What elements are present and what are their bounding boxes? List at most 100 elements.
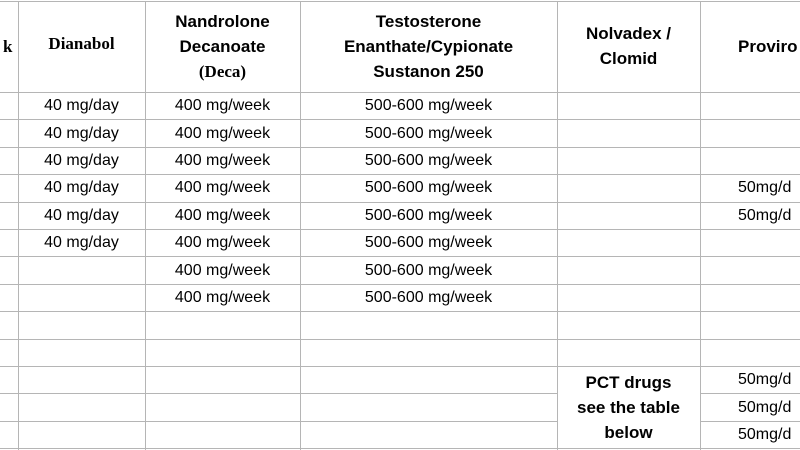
grid-line [300,339,557,340]
grid-line [300,393,557,394]
data-cell: 400 mg/week [174,206,271,224]
grid-line [145,202,300,203]
grid-line [300,92,557,93]
data-cell: 500-600 mg/week [364,179,493,197]
grid-line [557,339,700,340]
grid-line [300,119,557,120]
cell-text: Sustanon 250 [373,61,484,81]
grid-line [700,202,800,203]
grid-line [0,174,18,175]
data-cell: 40 mg/day [44,179,119,197]
grid-line [0,256,18,257]
grid-line [145,174,300,175]
cell-text: Decanoate [179,36,266,56]
grid-line [700,229,800,230]
grid-line [300,1,301,450]
grid-line [557,311,700,312]
data-cell: 50mg/d [738,371,792,389]
data-cell: 500-600 mg/week [364,261,493,279]
data-cell: 500-600 mg/week [364,124,493,142]
header-cell: Testosterone Enanthate/Cypionate Sustanon … [300,0,557,92]
grid-line [557,147,700,148]
data-cell: 500-600 mg/week [364,206,493,224]
header-cell: Proviro [700,0,800,92]
grid-line [557,256,700,257]
grid-line [145,284,300,285]
grid-line [0,147,18,148]
data-cell: 50mg/d [738,425,792,443]
data-cell: 500-600 mg/week [364,151,493,169]
grid-line [0,119,18,120]
cell-text: Clomid [599,49,658,68]
data-cell: 500-600 mg/week [364,234,493,252]
grid-line [0,311,18,312]
header-cell: Nandrolone Decanoate (Deca) [145,0,300,92]
grid-line [145,1,146,450]
grid-line [700,339,800,340]
grid-line [557,174,700,175]
grid-line [0,1,800,2]
cell-text: below [604,422,653,442]
grid-line [300,174,557,175]
data-cell: 50mg/d [738,398,792,416]
data-cell: 400 mg/week [174,97,271,115]
grid-line [145,147,300,148]
data-cell: 50mg/d [738,206,792,224]
header-cell: k [0,0,18,92]
grid-line [700,92,800,93]
grid-line [145,311,300,312]
grid-line [18,448,145,449]
grid-line [300,229,557,230]
grid-line [18,284,145,285]
grid-line [0,393,18,394]
cell-text: PCT drugs [585,372,672,392]
data-cell: 40 mg/day [44,234,119,252]
grid-line [700,421,800,422]
grid-line [145,421,300,422]
grid-line [0,202,18,203]
cell-text: Testosterone [375,11,482,31]
grid-line [700,1,701,450]
grid-line [18,1,19,450]
grid-line [145,119,300,120]
grid-line [300,421,557,422]
grid-line [300,448,557,449]
grid-line [557,366,700,367]
grid-line [0,366,18,367]
grid-line [145,92,300,93]
grid-line [18,393,145,394]
cell-text: see the table [577,397,680,417]
grid-line [557,92,700,93]
grid-line [18,202,145,203]
cell-text: Enanthate/Cypionate [343,36,514,56]
grid-line [18,366,145,367]
grid-line [145,366,300,367]
grid-line [18,147,145,148]
grid-line [145,229,300,230]
grid-line [18,339,145,340]
grid-line [18,421,145,422]
cell-text: (Deca) [198,61,247,81]
grid-line [700,311,800,312]
data-cell: 50mg/d [738,179,792,197]
grid-line [0,339,18,340]
data-cell: 400 mg/week [174,261,271,279]
grid-line [557,119,700,120]
data-cell: 400 mg/week [174,124,271,142]
grid-line [18,174,145,175]
grid-line [557,448,700,449]
data-cell: PCT drugs see the table below [557,366,700,448]
grid-line [700,366,800,367]
grid-line [700,174,800,175]
grid-line [300,256,557,257]
data-cell: 40 mg/day [44,151,119,169]
data-cell: 400 mg/week [174,288,271,306]
grid-line [0,421,18,422]
cell-text: Dianabol [48,33,115,53]
grid-line [145,256,300,257]
grid-line [557,202,700,203]
grid-line [18,311,145,312]
grid-line [557,1,558,450]
data-cell: 40 mg/day [44,97,119,115]
